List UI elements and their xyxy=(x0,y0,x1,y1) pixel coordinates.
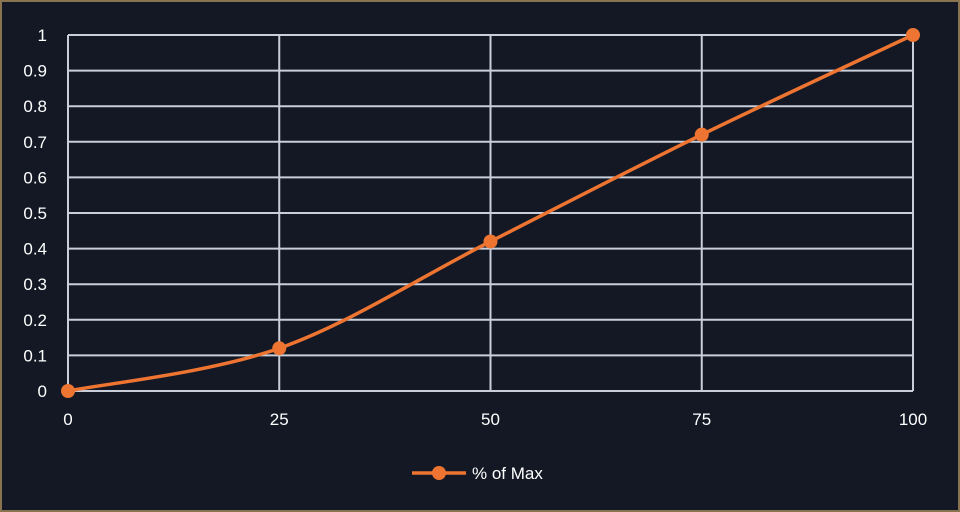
x-tick-label: 0 xyxy=(63,410,72,429)
y-tick-label: 0.7 xyxy=(23,133,47,152)
y-tick-label: 1 xyxy=(38,26,47,45)
y-tick-label: 0.5 xyxy=(23,204,47,223)
y-tick-label: 0.9 xyxy=(23,62,47,81)
y-tick-label: 0.3 xyxy=(23,275,47,294)
legend-label: % of Max xyxy=(472,464,543,483)
legend-marker xyxy=(432,466,446,480)
y-tick-label: 0.2 xyxy=(23,311,47,330)
data-point xyxy=(906,28,920,42)
y-tick-label: 0.8 xyxy=(23,97,47,116)
x-tick-label: 50 xyxy=(481,410,500,429)
y-tick-label: 0.1 xyxy=(23,346,47,365)
y-tick-label: 0 xyxy=(38,382,47,401)
data-point xyxy=(483,234,498,249)
data-point xyxy=(61,384,75,398)
data-point xyxy=(694,127,709,142)
x-tick-label: 75 xyxy=(692,410,711,429)
y-tick-label: 0.6 xyxy=(23,168,47,187)
y-tick-label: 0.4 xyxy=(23,240,47,259)
x-tick-label: 25 xyxy=(270,410,289,429)
data-point xyxy=(272,341,287,356)
x-tick-label: 100 xyxy=(899,410,927,429)
